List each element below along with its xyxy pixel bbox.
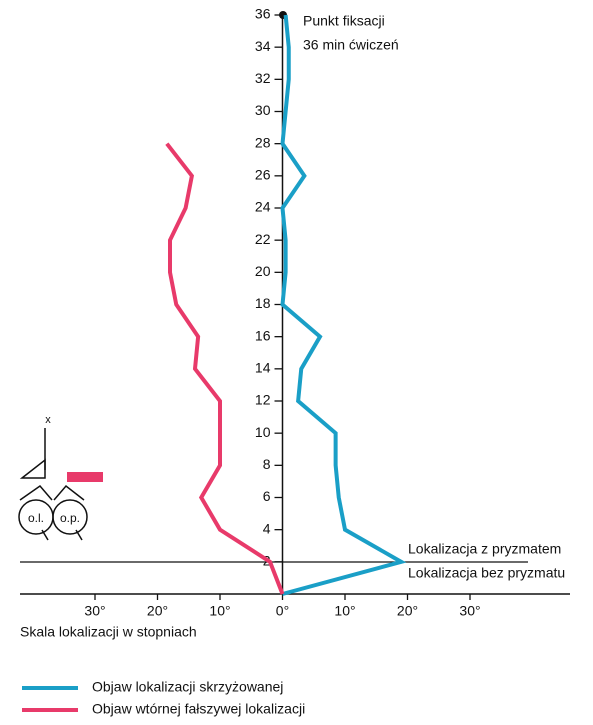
x-tick-label: 10° bbox=[209, 603, 230, 619]
icon-label: o.l. bbox=[28, 511, 44, 525]
x-tick-label: 30° bbox=[459, 603, 480, 619]
x-tick-label: 20° bbox=[147, 603, 168, 619]
x-tick-label: 10° bbox=[334, 603, 355, 619]
y-tick-label: 32 bbox=[255, 70, 271, 86]
y-tick-label: 12 bbox=[255, 392, 271, 408]
x-axis-label: Skala lokalizacji w stopniach bbox=[20, 624, 197, 640]
annotation: Lokalizacja bez pryzmatu bbox=[408, 565, 565, 581]
y-tick-label: 8 bbox=[263, 456, 271, 472]
chart: Punkt fiksacji 36 min ćwiczeń Lokalizacj… bbox=[0, 0, 593, 725]
icon-label: x bbox=[45, 414, 51, 426]
y-tick-label: 30 bbox=[255, 102, 271, 118]
y-tick-label: 14 bbox=[255, 360, 271, 376]
annotation: Punkt fiksacji bbox=[303, 13, 385, 29]
icon-label: o.p. bbox=[60, 511, 80, 525]
y-tick-label: 34 bbox=[255, 38, 271, 54]
y-tick-label: 18 bbox=[255, 295, 271, 311]
annotation: Lokalizacja z pryzmatem bbox=[408, 541, 561, 557]
y-tick-label: 28 bbox=[255, 134, 271, 150]
y-tick-label: 20 bbox=[255, 263, 271, 279]
y-tick-label: 26 bbox=[255, 167, 271, 183]
x-tick-label: 20° bbox=[397, 603, 418, 619]
legend-label: Objaw lokalizacji skrzyżowanej bbox=[92, 679, 283, 695]
y-tick-label: 22 bbox=[255, 231, 271, 247]
y-tick-label: 16 bbox=[255, 327, 271, 343]
series-line bbox=[283, 15, 402, 594]
x-tick-label: 30° bbox=[84, 603, 105, 619]
annotation: 36 min ćwiczeń bbox=[303, 37, 399, 53]
x-tick-label: 0° bbox=[276, 603, 289, 619]
y-tick-label: 6 bbox=[263, 488, 271, 504]
legend-label: Objaw wtórnej fałszywej lokalizacji bbox=[92, 701, 305, 717]
y-tick-label: 36 bbox=[255, 6, 271, 22]
y-tick-label: 10 bbox=[255, 424, 271, 440]
y-tick-label: 24 bbox=[255, 199, 271, 215]
y-tick-label: 4 bbox=[263, 520, 271, 536]
